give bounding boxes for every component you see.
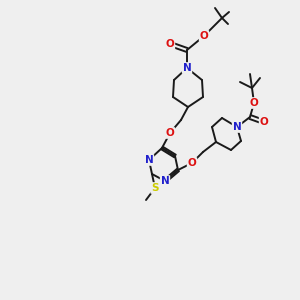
Text: N: N	[145, 155, 153, 165]
Text: O: O	[166, 39, 174, 49]
Text: O: O	[200, 31, 208, 41]
Text: N: N	[183, 63, 191, 73]
Text: O: O	[260, 117, 268, 127]
Text: S: S	[151, 183, 159, 193]
Text: O: O	[166, 128, 174, 138]
Text: O: O	[188, 158, 196, 168]
Text: O: O	[250, 98, 258, 108]
Text: N: N	[160, 176, 169, 186]
Text: N: N	[232, 122, 242, 132]
